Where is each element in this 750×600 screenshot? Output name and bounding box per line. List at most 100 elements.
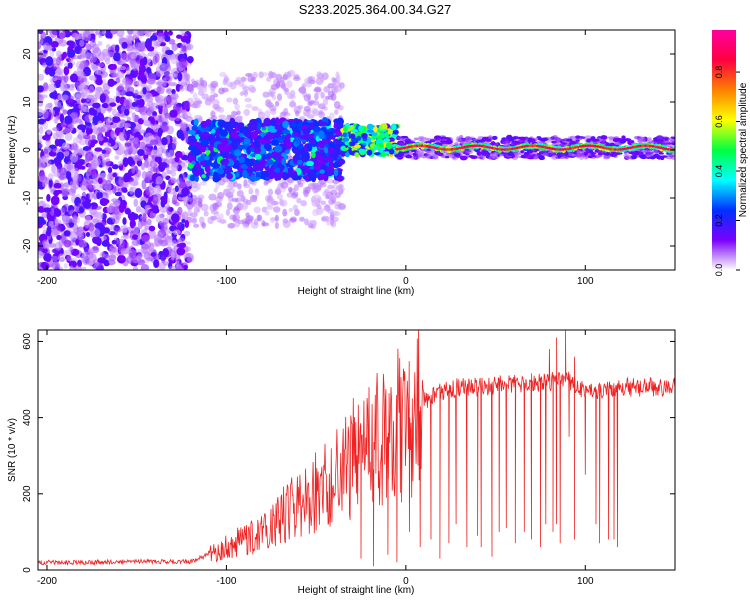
- spectrogram-cell: [38, 126, 44, 135]
- spectrogram-cell: [366, 129, 375, 133]
- spectrogram-cell: [209, 203, 217, 212]
- spectrogram-cell: [335, 130, 343, 136]
- spectrogram-cell: [129, 186, 134, 195]
- spectrogram-cell: [169, 109, 178, 118]
- spectrogram-cell: [251, 76, 256, 82]
- spectrogram-cell: [654, 145, 658, 149]
- spectrogram-cell: [483, 145, 487, 148]
- spectrogram-cell: [145, 67, 152, 74]
- spectrogram-cell: [587, 155, 593, 159]
- spectrogram-cell: [130, 53, 137, 59]
- spectrogram-cell: [53, 182, 62, 189]
- spectrogram-cell: [70, 171, 79, 181]
- spectrogram-cell: [245, 103, 253, 109]
- spectrogram-cell: [304, 218, 309, 226]
- spectrogram-cell: [261, 222, 270, 227]
- spectrogram-cell: [102, 254, 110, 259]
- spectrogram-cell: [304, 174, 310, 181]
- spectrogram-cell: [495, 147, 499, 151]
- spectrogram-cell: [38, 222, 43, 229]
- spectrogram-cell: [67, 188, 76, 196]
- spectrogram-cell: [232, 131, 239, 139]
- spectrogram-cell: [641, 144, 645, 147]
- spectrogram-cell: [439, 153, 445, 157]
- spectrogram-cell: [670, 139, 675, 143]
- spectrogram-cell: [263, 135, 272, 141]
- spectrogram-cell: [108, 247, 116, 255]
- spectrogram-cell: [100, 172, 107, 178]
- spectrogram-cell: [443, 148, 447, 151]
- spectrogram-cell: [243, 138, 251, 145]
- spectrogram-cell: [82, 77, 88, 82]
- spectrogram-cell: [38, 216, 45, 225]
- spectrogram-cell: [488, 134, 493, 140]
- spectrogram-cell: [275, 80, 281, 89]
- spectrogram-cell: [109, 214, 117, 219]
- spectrogram-cell: [184, 220, 190, 228]
- spectrogram-cell: [358, 148, 367, 155]
- spectrogram-cell: [270, 139, 279, 146]
- spectrogram-cell: [238, 133, 244, 138]
- spectrogram-cell: [262, 91, 270, 98]
- spectrogram-cell: [140, 82, 147, 89]
- spectrogram-cell: [161, 171, 167, 179]
- spectrogram-cell: [43, 121, 49, 130]
- spectrogram-cell: [39, 170, 46, 181]
- spectrogram-cell: [301, 166, 306, 172]
- spectrogram-cell: [137, 41, 146, 52]
- spectrogram-cell: [573, 146, 577, 149]
- spectrogram-cell: [242, 86, 250, 92]
- spectrogram-cell: [46, 193, 51, 202]
- spectrogram-cell: [150, 34, 158, 42]
- spectrogram-cell: [82, 256, 91, 266]
- spectrogram-cell: [631, 145, 635, 149]
- spectrogram-cell: [146, 147, 153, 156]
- spectrogram-cell: [131, 102, 137, 107]
- spectrogram-cell: [327, 184, 335, 190]
- spectrogram-cell: [267, 188, 274, 196]
- spectrogram-cell: [480, 144, 484, 148]
- spectrogram-cell: [318, 109, 324, 116]
- spectrogram-cell: [225, 209, 231, 216]
- spectrogram-cell: [596, 145, 600, 148]
- spectrogram-cell: [557, 152, 562, 157]
- spectrogram-cell: [40, 31, 47, 40]
- spectrogram-cell: [116, 71, 125, 79]
- spectrogram-cell: [142, 87, 147, 95]
- spectrogram-cell: [165, 154, 173, 165]
- spectrogram-cell: [207, 154, 214, 162]
- spectrogram-cell: [200, 203, 209, 212]
- spectrogram-cell: [300, 200, 307, 207]
- spectrogram-cell: [251, 194, 258, 200]
- spectrogram-cell: [42, 42, 50, 51]
- spectrogram-cell: [122, 234, 132, 239]
- spectrogram-cell: [167, 94, 173, 104]
- spectrogram-cell: [56, 151, 65, 161]
- spectrogram-cell: [420, 144, 424, 147]
- spectrogram-cell: [210, 115, 218, 121]
- spectrogram-cell: [59, 113, 65, 123]
- spectrogram-cell: [317, 180, 325, 187]
- spectrogram-cell: [568, 147, 572, 150]
- spectrogram-cell: [318, 130, 325, 140]
- spectrogram-cell: [329, 194, 336, 201]
- spectrogram-cell: [353, 144, 361, 149]
- spectrogram-cell: [658, 152, 664, 155]
- spectrogram-cell: [45, 137, 51, 142]
- spectrogram-cell: [229, 214, 237, 221]
- spectrogram-cell: [373, 126, 378, 133]
- spectrogram-cell: [256, 123, 261, 131]
- spectrogram-cell: [118, 146, 126, 155]
- spectrogram-cell: [387, 128, 393, 135]
- spectrogram-cell: [53, 190, 60, 197]
- spectrogram-cell: [400, 147, 404, 150]
- spectrogram-cell: [410, 145, 414, 148]
- spectrogram-cell: [246, 146, 252, 155]
- spectrogram-cell: [523, 145, 527, 148]
- spectrogram-cell: [282, 120, 289, 129]
- spectrogram-cell: [327, 168, 334, 177]
- spectrogram-cell: [75, 93, 82, 99]
- spectrogram-cell: [101, 102, 109, 109]
- spectrogram-cell: [312, 126, 322, 133]
